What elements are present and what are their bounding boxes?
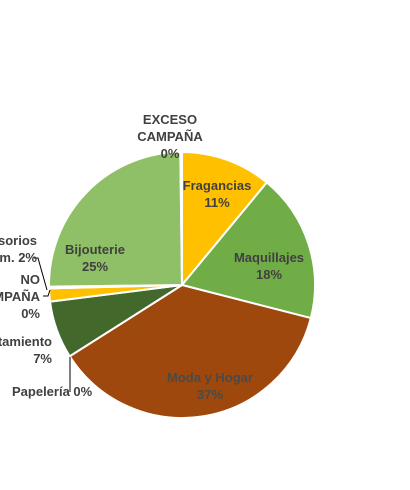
slice-label-line: tamiento (0, 334, 52, 349)
slice-label-line: MPAÑA (0, 289, 41, 304)
slice-label-line: EXCESO (143, 112, 197, 127)
slice-label-line: CAMPAÑA (137, 129, 203, 144)
slice-label-line: Fragancias (183, 178, 252, 193)
slice-label-line: 0% (161, 146, 180, 161)
slice-label-line: 25% (82, 259, 108, 274)
slice-label: tamiento 7% (0, 334, 52, 366)
slice-label-line: Papelería 0% (12, 384, 93, 399)
slice-label-line: m. 2% (0, 250, 37, 265)
slice-label: sorios m. 2% (0, 233, 37, 265)
slice-label-line: Bijouterie (65, 242, 125, 257)
slice-label-line: 11% (204, 195, 230, 210)
pie-slice (49, 152, 182, 287)
slice-label-line: 0% (21, 306, 40, 321)
slice-label-line: sorios (0, 233, 37, 248)
slice-label: NO MPAÑA 0% (0, 272, 41, 321)
slice-label-line: NO (21, 272, 41, 287)
slice-label-line: 7% (33, 351, 52, 366)
slice-label-line: 18% (256, 267, 282, 282)
slice-label-line: 37% (197, 387, 223, 402)
slice-label-line: Maquillajes (234, 250, 304, 265)
slice-label-line: Moda y Hogar (167, 370, 253, 385)
slice-label: Papelería 0% (12, 384, 93, 399)
